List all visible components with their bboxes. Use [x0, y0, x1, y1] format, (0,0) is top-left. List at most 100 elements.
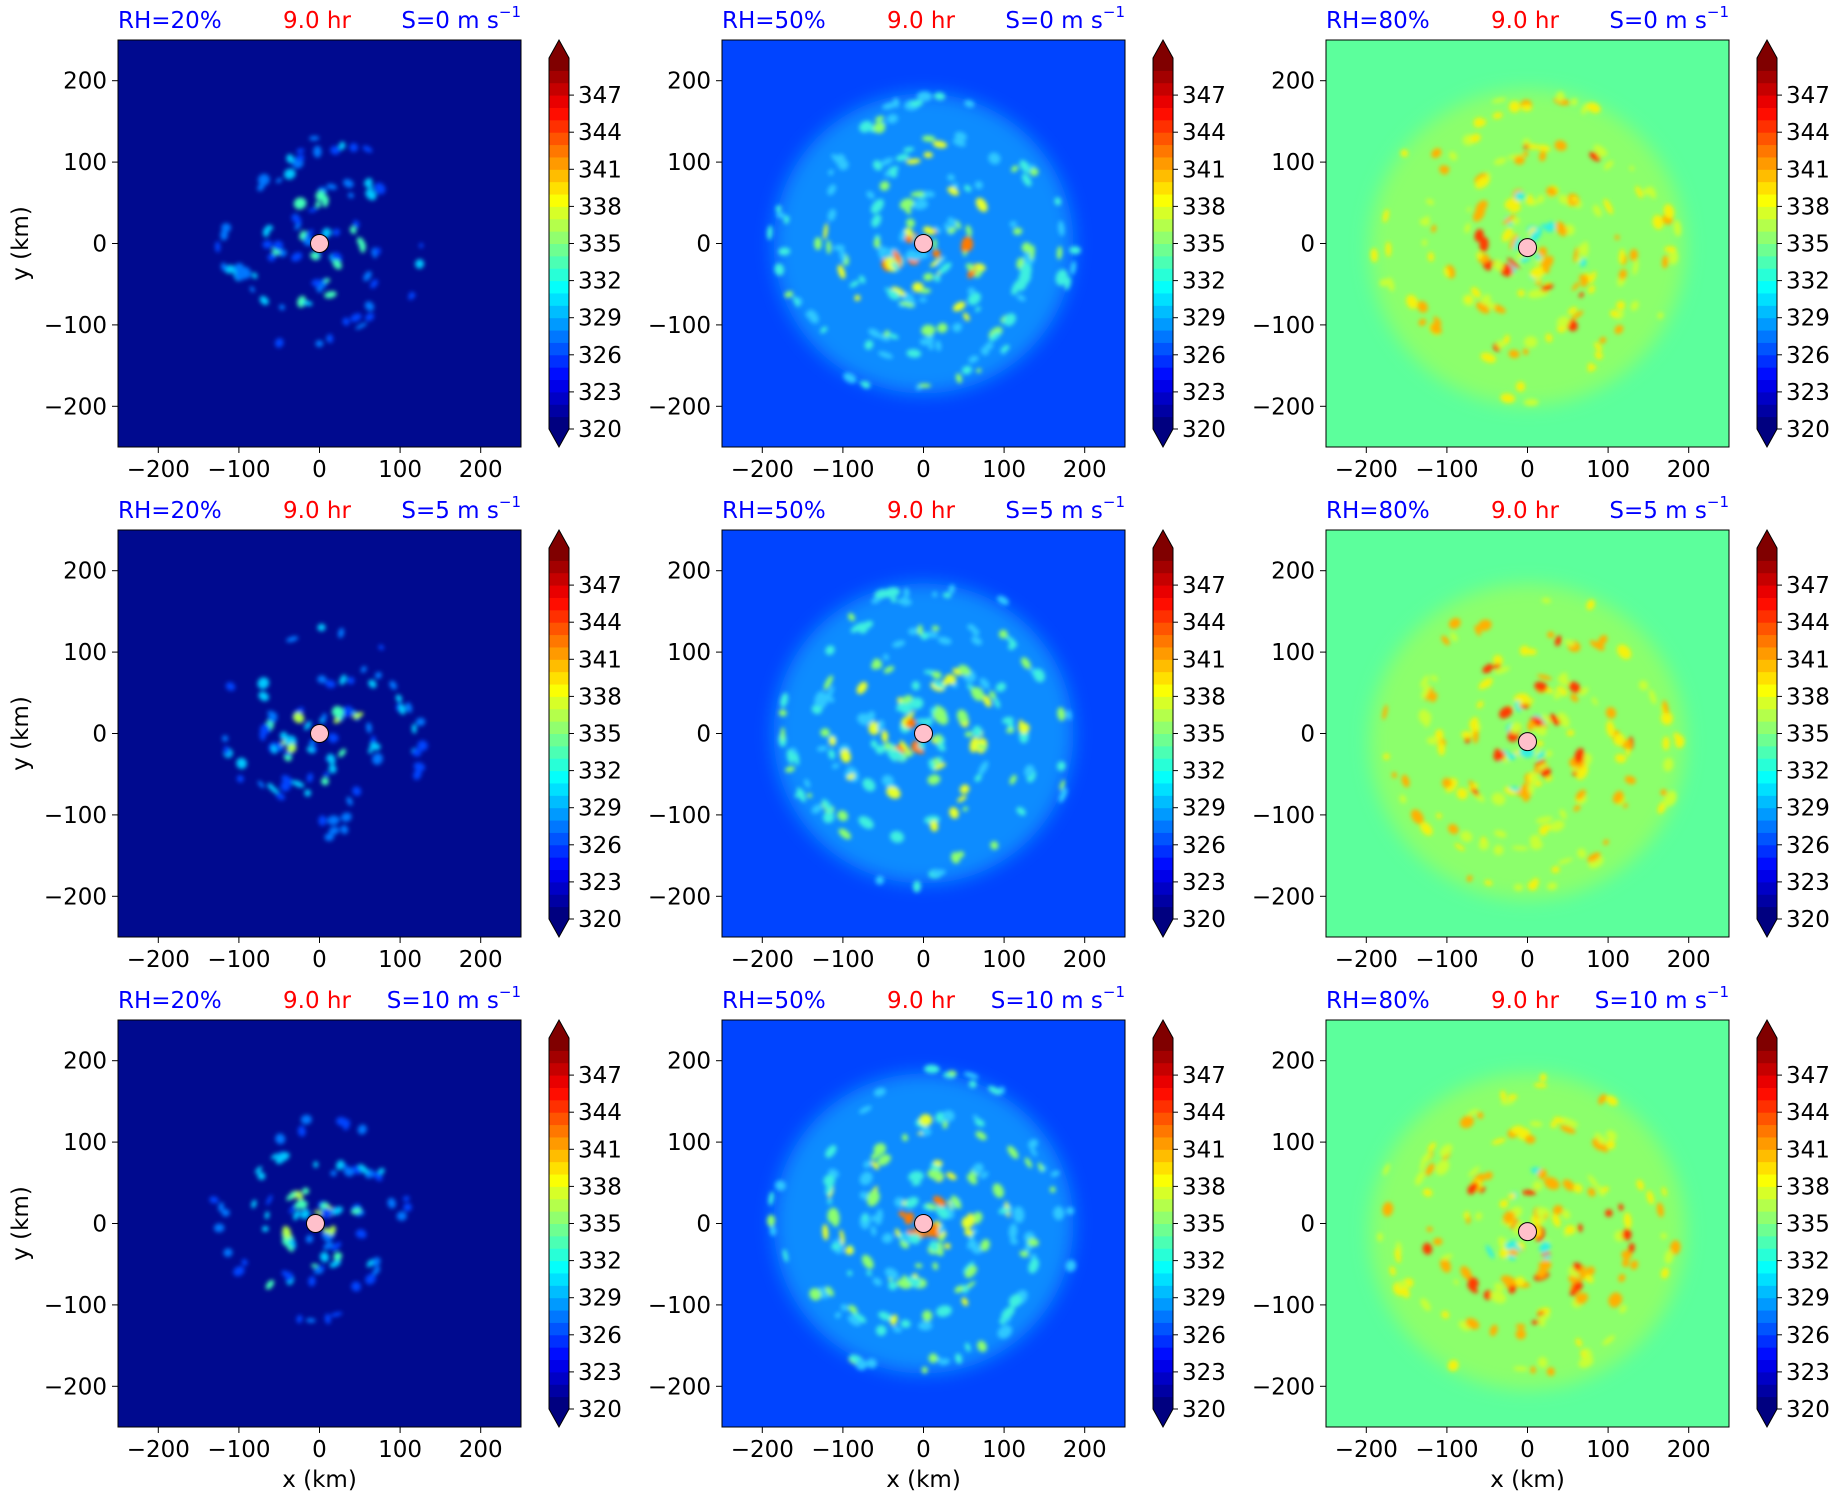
colorbar-step: [1153, 107, 1173, 121]
convective-cell: [221, 1208, 230, 1217]
convective-cell: [859, 1171, 873, 1186]
convective-cell: [1577, 1223, 1583, 1233]
convective-cell: [904, 1196, 919, 1209]
convective-cell: [838, 828, 852, 840]
convective-cell: [396, 1211, 407, 1221]
convective-cell: [214, 241, 221, 253]
convective-cell: [304, 789, 312, 797]
colorbar-outline: [1152, 528, 1174, 939]
y-tick-label: 0: [1300, 722, 1315, 748]
convective-cell: [780, 727, 785, 742]
convective-cell: [1552, 1205, 1564, 1215]
convective-cell: [1069, 246, 1081, 255]
colorbar-step: [549, 906, 569, 920]
colorbar-tick-label: 341: [1182, 1137, 1226, 1163]
convective-cell: [901, 703, 913, 715]
colorbar-tick-label: 335: [1786, 722, 1830, 748]
convective-cell: [1489, 1324, 1498, 1337]
convective-cell: [326, 753, 336, 765]
convective-cell: [921, 324, 936, 337]
convective-cell: [319, 281, 327, 289]
colorbar-tick-label: 335: [578, 232, 622, 258]
colorbar-tick-label: 326: [578, 343, 622, 369]
x-tick-label: 0: [312, 1437, 327, 1463]
convective-cell: [1527, 720, 1535, 731]
convective-cell: [1646, 1190, 1654, 1205]
convective-cell: [768, 1191, 774, 1206]
convective-cell: [1662, 700, 1669, 715]
convective-cell: [786, 749, 794, 764]
colorbar-step: [1153, 832, 1173, 846]
colorbar-tick-label: 320: [578, 1397, 622, 1423]
convective-cell: [1474, 228, 1484, 242]
colorbar-step: [1757, 844, 1777, 858]
y-tick-label: −100: [648, 313, 711, 339]
colorbar-step: [549, 622, 569, 636]
convective-cell: [1473, 119, 1487, 128]
colorbar-tick-label: 344: [1786, 120, 1830, 146]
colorbar-step: [1757, 609, 1777, 623]
colorbar-step: [1757, 391, 1777, 405]
convective-cell: [1377, 1232, 1383, 1242]
convective-cell: [321, 777, 329, 786]
convective-cell: [1576, 764, 1589, 780]
convective-cell: [1382, 1201, 1394, 1217]
colorbar-step: [1153, 70, 1173, 84]
colorbar-step: [1153, 807, 1173, 821]
colorbar-step: [549, 1087, 569, 1101]
convective-cell: [1507, 257, 1520, 270]
colorbar-step: [1757, 119, 1777, 133]
colorbar-step: [549, 330, 569, 343]
convective-cell: [336, 1160, 345, 1171]
colorbar-step: [549, 820, 569, 833]
convective-cell: [804, 778, 811, 788]
convective-cell: [319, 1251, 330, 1263]
convective-cell: [1477, 1111, 1484, 1119]
colorbar-tick-label: 329: [1786, 1286, 1830, 1312]
convective-cell: [961, 239, 966, 253]
y-axis-label: y (km): [8, 1186, 34, 1261]
colorbar-step: [1757, 1248, 1777, 1262]
convective-cell: [306, 746, 315, 754]
convective-cell: [919, 337, 931, 346]
convective-cell: [965, 225, 972, 237]
convective-cell: [1587, 285, 1596, 294]
convective-cell: [1502, 214, 1516, 225]
y-tick-label: −200: [1252, 884, 1315, 910]
storm-center-marker: [310, 724, 329, 743]
colorbar-tick-label: 326: [1786, 1323, 1830, 1349]
convective-cell: [370, 279, 379, 289]
convective-cell: [1557, 858, 1573, 865]
convective-cell: [1484, 663, 1494, 670]
colorbar-extend-bottom: [549, 1409, 569, 1427]
y-tick-label: −200: [648, 1374, 711, 1400]
convective-cell: [1614, 324, 1624, 335]
convective-cell: [1441, 777, 1452, 789]
colorbar-step: [549, 844, 569, 858]
x-tick-label: 0: [1520, 1437, 1535, 1463]
convective-cell: [863, 1160, 872, 1169]
convective-cell: [938, 1358, 951, 1365]
convective-cell: [327, 815, 340, 826]
convective-cell: [1493, 259, 1504, 271]
convective-cell: [294, 1199, 305, 1209]
convective-cell: [1531, 1320, 1540, 1325]
x-tick-label: −200: [1335, 457, 1398, 483]
convective-cell: [1580, 278, 1589, 288]
colorbar-step: [1153, 218, 1173, 232]
convective-cell: [1565, 1224, 1576, 1235]
x-tick-label: 100: [378, 947, 422, 973]
convective-cell: [908, 1233, 921, 1244]
colorbar: 347 344 341 338 335 332 329 326 323 320: [1756, 528, 1830, 939]
convective-cell: [861, 620, 874, 630]
convective-cell: [866, 1270, 872, 1276]
convective-cell: [1555, 91, 1565, 102]
convective-cell: [1550, 1120, 1557, 1129]
convective-cell: [300, 1209, 311, 1220]
convective-cell: [825, 1145, 837, 1158]
convective-cell: [783, 215, 790, 224]
colorbar-step: [549, 894, 569, 908]
convective-cell: [856, 681, 868, 695]
colorbar-step: [1757, 1371, 1777, 1385]
convective-cell: [286, 743, 297, 753]
